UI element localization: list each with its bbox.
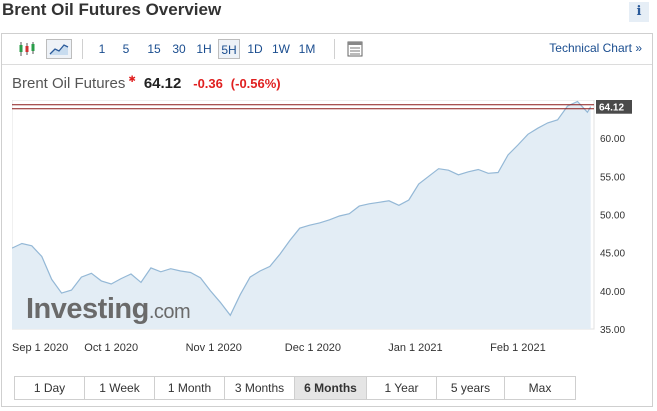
x-tick-label: Nov 1 2020 [186,342,242,354]
interval-1-button[interactable]: 1 [98,42,106,56]
y-tick-label: 55.00 [600,172,625,183]
interval-1w-button[interactable]: 1W [272,42,290,56]
watermark-brand: Investing [26,293,149,325]
last-price: 64.12 [143,75,182,92]
page-title: Brent Oil Futures Overview [2,0,222,19]
x-tick-label: Jan 1 2021 [388,342,442,354]
interval-1d-button[interactable]: 1D [247,42,263,56]
x-tick-label: Dec 1 2020 [285,342,341,354]
interval-30-button[interactable]: 30 [172,42,186,56]
instrument-name[interactable]: Brent Oil Futures [12,75,126,92]
range-1-year-button[interactable]: 1 Year [367,377,437,399]
investing-logo: Investing.com [26,293,190,325]
technical-chart-link[interactable]: Technical Chart » [549,41,642,55]
interval-5-button[interactable]: 5 [122,42,130,56]
range-max-button[interactable]: Max [528,381,552,395]
range-1-month-button[interactable]: 1 Month [155,377,225,399]
price-chart[interactable]: 64.12 35.00 40.00 45.00 50.00 55.00 60.00 Sep 1… [12,100,642,370]
interval-1h-button[interactable]: 1H [196,42,212,56]
x-tick-label: Feb 1 2021 [490,342,546,354]
price-area [12,101,591,329]
chart-toolbar: 1 5 15 30 1H 5H 1D 1W 1M Technical Chart » [2,34,652,65]
area-chart-icon[interactable] [46,39,72,59]
range-1-week-button[interactable]: 1 Week [85,377,155,399]
quote-line: Brent Oil Futures ✱ 64.12 -0.36 (-0.56%) [12,74,281,92]
range-6-months-button[interactable]: 6 Months [295,377,367,399]
candlestick-icon[interactable] [16,39,38,59]
x-tick-label: Oct 1 2020 [84,342,138,354]
y-tick-label: 50.00 [600,211,625,222]
interval-1m-button[interactable]: 1M [298,42,316,56]
range-3-months-button[interactable]: 3 Months [225,377,295,399]
y-tick-label: 60.00 [600,134,625,145]
chart-widget: 1 5 15 30 1H 5H 1D 1W 1M Technical Chart » Brent… [1,33,653,407]
watermark-suffix: .com [149,301,190,323]
range-selector: 1 Day 1 Week 1 Month 3 Months 6 Months 1 Year… [14,376,576,400]
toolbar-separator [82,39,83,59]
price-change: -0.36 [193,76,223,91]
y-tick-label: 45.00 [600,249,625,260]
realtime-marker-icon: ✱ [128,74,136,84]
table-icon[interactable] [344,39,366,59]
info-icon[interactable]: i [629,2,649,22]
y-tick-label: 35.00 [600,325,625,336]
price-change-percent: (-0.56%) [230,76,281,91]
toolbar-separator [334,39,335,59]
current-price-label: 64.12 [599,103,624,114]
interval-5h-button[interactable]: 5H [218,39,240,59]
interval-15-button[interactable]: 15 [147,42,161,56]
price-line [12,100,592,317]
range-5-years-button[interactable]: 5 years [437,377,505,399]
range-1-day-button[interactable]: 1 Day [15,377,85,399]
y-tick-label: 40.00 [600,287,625,298]
x-tick-label: Sep 1 2020 [12,342,68,354]
current-price-label-box [596,100,632,114]
